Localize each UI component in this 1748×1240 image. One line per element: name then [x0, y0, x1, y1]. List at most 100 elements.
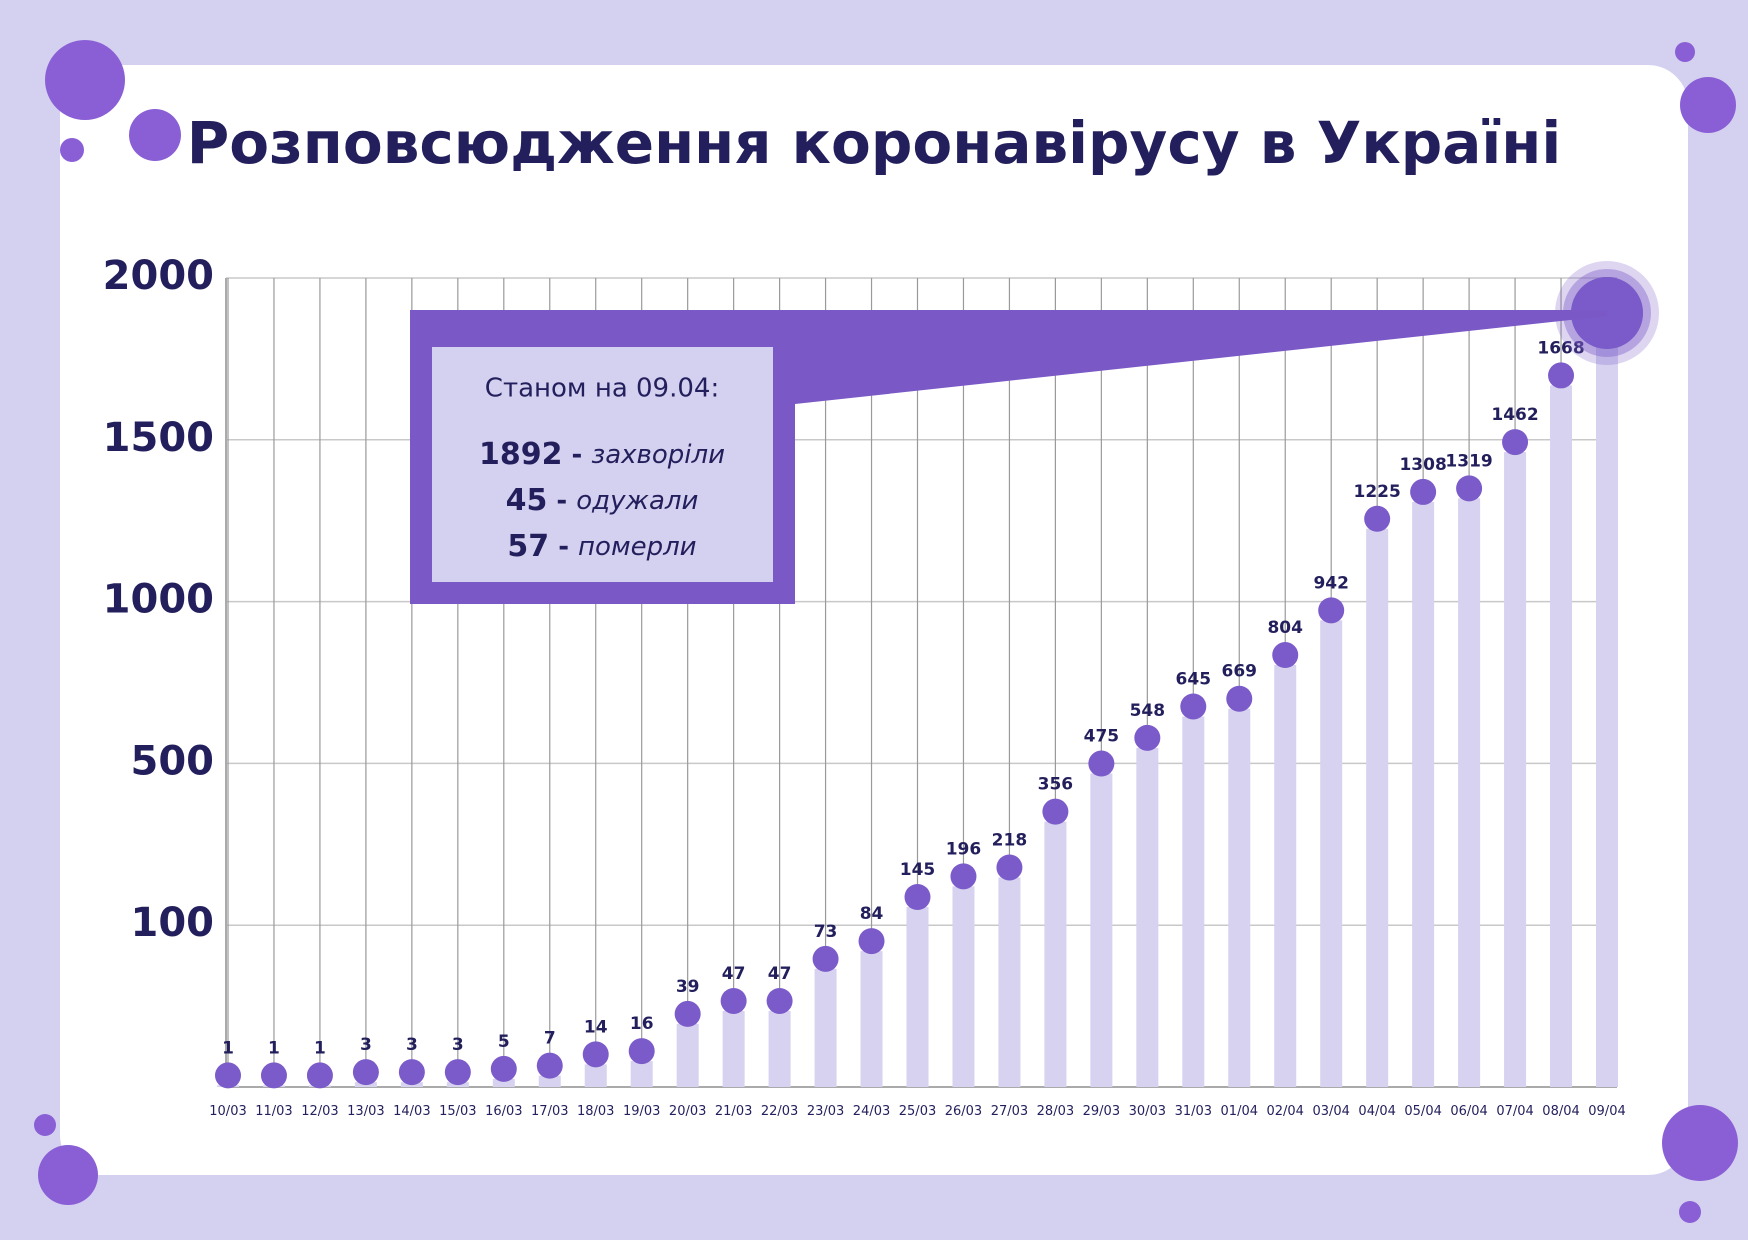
- x-tick-label: 28/03: [1037, 1104, 1074, 1119]
- x-tick-label: 30/03: [1129, 1104, 1166, 1119]
- x-tick-label: 12/03: [301, 1104, 338, 1119]
- value-label: 1319: [1445, 451, 1492, 471]
- bar: [1366, 528, 1389, 1087]
- x-tick-label: 15/03: [439, 1104, 476, 1119]
- bar: [1228, 708, 1251, 1087]
- callout-number: 45: [506, 483, 548, 518]
- value-label: 39: [676, 977, 700, 997]
- value-label: 3: [452, 1035, 464, 1055]
- x-tick-label: 29/03: [1083, 1104, 1120, 1119]
- x-tick-label: 31/03: [1175, 1104, 1212, 1119]
- value-label: 5: [498, 1032, 510, 1052]
- dot: [812, 945, 839, 972]
- value-label: 669: [1222, 662, 1258, 682]
- virus-decor: [34, 40, 1738, 1223]
- x-tick-label: 18/03: [577, 1104, 614, 1119]
- callout-inner: [432, 347, 773, 582]
- dot: [766, 987, 793, 1014]
- bar: [998, 877, 1021, 1087]
- y-tick-label: 100: [131, 900, 215, 946]
- value-label: 14: [584, 1017, 608, 1037]
- value-label: 645: [1176, 669, 1212, 689]
- dot: [352, 1059, 379, 1086]
- bar: [1504, 452, 1527, 1087]
- dot: [444, 1059, 471, 1086]
- value-label: 1: [222, 1038, 234, 1058]
- value-label: 1: [268, 1038, 280, 1058]
- x-tick-label: 07/04: [1496, 1104, 1533, 1119]
- dot: [306, 1062, 333, 1089]
- value-label: 16: [630, 1014, 654, 1034]
- value-label: 3: [406, 1035, 418, 1055]
- dot: [582, 1041, 609, 1068]
- callout-title: Станом на 09.04:: [485, 374, 719, 404]
- callout-label: померли: [578, 532, 697, 562]
- callout-dash: -: [547, 486, 576, 516]
- x-tick-label: 26/03: [945, 1104, 982, 1119]
- dot: [1548, 362, 1575, 389]
- value-label: 7: [544, 1029, 556, 1049]
- y-tick-label: 1500: [103, 415, 214, 461]
- callout-label: захворіли: [591, 440, 725, 470]
- bar: [538, 1075, 561, 1087]
- value-label: 84: [860, 904, 884, 924]
- bar: [1596, 312, 1618, 1087]
- dot: [1318, 597, 1345, 624]
- value-label: 3: [360, 1035, 372, 1055]
- callout-label: одужали: [576, 486, 698, 516]
- bar: [1044, 821, 1067, 1087]
- x-tick-label: 13/03: [347, 1104, 384, 1119]
- bar: [1550, 385, 1573, 1088]
- value-label: 1225: [1354, 482, 1401, 502]
- bar: [1182, 716, 1205, 1087]
- x-tick-label: 09/04: [1588, 1104, 1625, 1119]
- callout-number: 1892: [479, 437, 563, 472]
- bar: [860, 951, 883, 1087]
- dot: [628, 1038, 655, 1065]
- dot: [1042, 798, 1069, 825]
- bar: [630, 1061, 653, 1087]
- dot: [1226, 685, 1253, 712]
- bar: [814, 968, 837, 1087]
- chart-title: Розповсюдження коронавірусу в Україні: [187, 109, 1561, 177]
- callout-number: 57: [507, 529, 549, 564]
- value-label: 942: [1313, 573, 1349, 593]
- bar: [952, 886, 975, 1087]
- bar: [1090, 773, 1113, 1087]
- dot: [1180, 693, 1207, 720]
- x-tick-label: 23/03: [807, 1104, 844, 1119]
- bar: [1458, 498, 1481, 1088]
- callout-item: 1892 - захворіли: [479, 437, 725, 472]
- callout-dash: -: [562, 440, 591, 470]
- x-tick-label: 16/03: [485, 1104, 522, 1119]
- x-tick-label: 03/04: [1312, 1104, 1349, 1119]
- x-tick-label: 06/04: [1450, 1104, 1487, 1119]
- x-tick-label: 27/03: [991, 1104, 1028, 1119]
- dot: [1134, 724, 1161, 751]
- x-tick-label: 19/03: [623, 1104, 660, 1119]
- value-label: 47: [768, 964, 792, 984]
- y-tick-label: 500: [131, 738, 215, 784]
- y-tick-label: 2000: [103, 253, 214, 299]
- bar: [676, 1023, 699, 1087]
- dot: [398, 1059, 425, 1086]
- value-label: 548: [1130, 701, 1166, 721]
- value-label: 145: [900, 860, 936, 880]
- bar: [1274, 665, 1297, 1087]
- dot: [490, 1055, 517, 1082]
- dot: [215, 1062, 241, 1089]
- x-tick-label: 01/04: [1221, 1104, 1258, 1119]
- bar: [768, 1010, 791, 1087]
- value-label: 804: [1267, 618, 1303, 638]
- value-label: 1462: [1491, 405, 1538, 425]
- x-tick-label: 11/03: [255, 1104, 292, 1119]
- value-label: 47: [722, 964, 746, 984]
- x-tick-label: 20/03: [669, 1104, 706, 1119]
- dot: [720, 987, 747, 1014]
- value-label: 356: [1038, 775, 1074, 795]
- bar: [1136, 747, 1159, 1087]
- x-tick-label: 22/03: [761, 1104, 798, 1119]
- bar: [906, 906, 929, 1087]
- bar: [584, 1064, 607, 1087]
